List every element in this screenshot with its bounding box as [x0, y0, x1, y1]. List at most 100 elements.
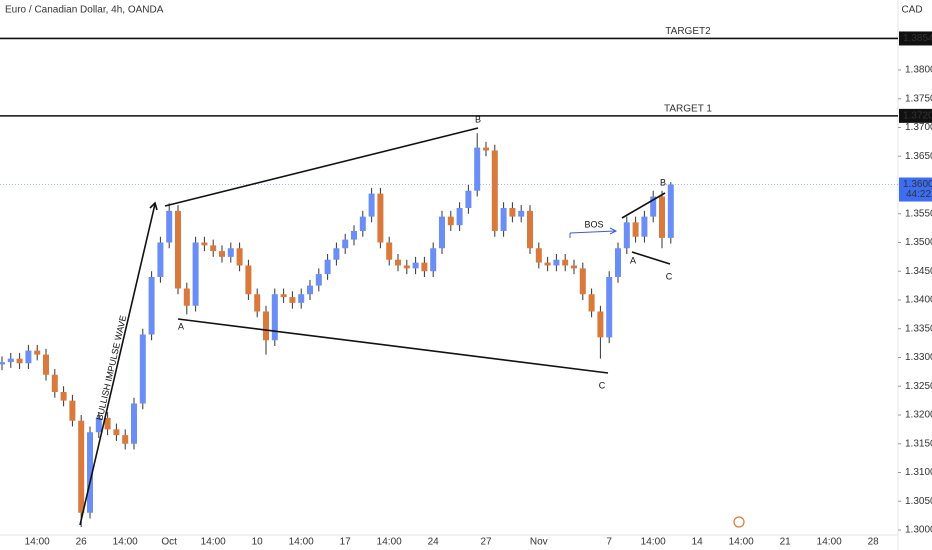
x-tick-label: 14 [692, 537, 704, 548]
event-icon[interactable] [733, 516, 745, 528]
candle-body [412, 262, 419, 269]
candle-body [95, 417, 102, 433]
candle-body [579, 268, 586, 295]
candle-body [518, 210, 525, 217]
candle-body [395, 259, 401, 266]
candle-body [641, 216, 648, 237]
y-tick-label: 1.33500 [905, 323, 932, 334]
candle-body [263, 311, 269, 341]
candle-body [597, 311, 604, 338]
candle-body [667, 184, 674, 238]
y-tick-label: 1.35000 [905, 237, 932, 248]
candle-body [632, 222, 639, 237]
candle-body [491, 150, 498, 231]
x-tick-label: 14:00 [377, 537, 402, 548]
wave-label: C [666, 271, 673, 281]
candle-body [333, 248, 340, 260]
y-tick-label: 1.31500 [905, 438, 932, 449]
candle-body [183, 288, 190, 306]
y-tick-label: 1.38000 [905, 65, 932, 76]
y-tick-label: 1.37000 [905, 122, 932, 133]
y-tick-label: 1.30000 [905, 525, 932, 536]
y-tick-label: 1.30500 [905, 496, 932, 507]
candle-body [51, 374, 58, 392]
candle-body [69, 400, 76, 421]
y-tick-label: 1.32500 [905, 381, 932, 392]
target-price: 1.37202 [903, 111, 932, 122]
target-price-box [899, 31, 932, 46]
x-tick-label: 21 [780, 537, 792, 548]
impulse-line [79, 203, 156, 526]
candle-body [588, 294, 595, 312]
candle-body [439, 216, 445, 249]
candle-body [139, 334, 146, 404]
candle-body [122, 435, 129, 444]
x-tick-label: 24 [428, 537, 440, 548]
candle-body [298, 294, 305, 303]
x-tick-label: 27 [480, 537, 492, 548]
candle-body [157, 242, 164, 277]
candle-body [289, 297, 296, 303]
candle-body [377, 193, 384, 243]
candle-body [465, 190, 472, 208]
candle-body [245, 265, 252, 295]
candle-body [562, 259, 569, 266]
candle-body [456, 207, 463, 226]
x-tick-label: Oct [161, 537, 177, 548]
candle-body [483, 147, 489, 151]
x-tick-label: 26 [76, 537, 88, 548]
chart-title: Euro / Canadian Dollar, 4h, OANDA [5, 5, 164, 16]
candle-body [421, 262, 428, 272]
small-wedge-upper [621, 192, 666, 219]
impulse-arrowhead [149, 201, 158, 211]
bos-arrow [569, 230, 616, 234]
candle-body [368, 193, 375, 217]
candle-body [430, 248, 437, 272]
x-tick-label: 14:00 [817, 537, 842, 548]
candle-body [359, 216, 366, 231]
candle-body [280, 294, 287, 298]
wedge-lower [177, 318, 609, 374]
x-tick-label: 7 [606, 537, 612, 548]
candle-body [78, 420, 85, 513]
candle-body [148, 276, 155, 335]
candle-body [509, 207, 516, 217]
y-tick-label: 1.31000 [905, 467, 932, 478]
wedge-upper [164, 127, 479, 207]
small-wedge-lower [631, 251, 671, 265]
x-tick-label: 14:00 [113, 537, 138, 548]
candle-body [192, 242, 199, 306]
countdown: 44:22 [906, 189, 931, 200]
x-tick-label: 14:00 [641, 537, 666, 548]
candle-body [571, 265, 577, 269]
candle-body [535, 248, 542, 263]
candle-body [175, 210, 181, 289]
candle-body [210, 245, 217, 252]
bos-arrowhead [609, 227, 618, 235]
x-tick-label: 14:00 [729, 537, 754, 548]
last-price: 1.36008 [903, 179, 932, 190]
target-label: TARGET2 [665, 26, 711, 37]
candle-body [60, 391, 67, 401]
wave-label: B [475, 114, 481, 124]
x-tick-label: 28 [868, 537, 880, 548]
candle-body [500, 207, 507, 231]
candle-body [527, 210, 533, 249]
candle-body [201, 242, 208, 246]
x-tick-label: Nov [530, 537, 548, 548]
candle-body [544, 262, 551, 266]
y-tick-label: 1.34500 [905, 266, 932, 277]
plot [0, 37, 898, 528]
wave-label: A [630, 255, 636, 265]
candle-body [131, 403, 137, 444]
x-tick-label: 17 [340, 537, 352, 548]
candle-body [113, 429, 120, 436]
candle-body [236, 248, 243, 266]
candle-body [219, 251, 225, 257]
y-tick-label: 1.32000 [905, 410, 932, 421]
candle-body [16, 358, 23, 364]
candle-body [87, 432, 93, 513]
y-tick-label: 1.37500 [905, 93, 932, 104]
candle-body [623, 222, 630, 249]
